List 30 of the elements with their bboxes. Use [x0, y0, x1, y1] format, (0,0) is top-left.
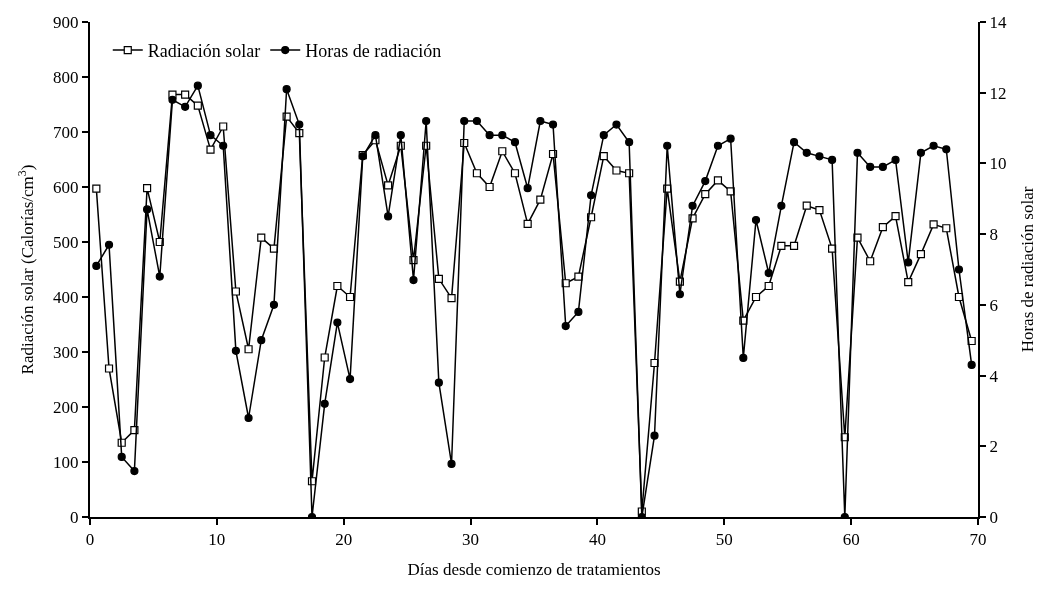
y-tick-label: 500: [53, 232, 79, 252]
y2-tick-label: 12: [989, 83, 1007, 103]
x-tick-label: 20: [335, 530, 353, 550]
y2-tick-label: 6: [989, 295, 998, 315]
y2-tick-label: 10: [989, 154, 1007, 174]
x-tick-label: 30: [462, 530, 480, 550]
y-tick-label: 300: [53, 342, 79, 362]
y-tick-label: 900: [53, 12, 79, 32]
legend-label: Horas de radiación: [305, 41, 442, 62]
y2-tick-label: 14: [989, 12, 1007, 32]
x-tick-label: 60: [842, 530, 860, 550]
y2-tick-label: 2: [989, 437, 998, 457]
x-tick-label: 0: [85, 530, 95, 550]
y-tick-label: 100: [53, 452, 79, 472]
y2-axis-title: Horas de radiación solar: [1017, 186, 1037, 353]
legend-label: Radiación solar: [147, 41, 261, 62]
x-tick-label: 10: [208, 530, 226, 550]
y2-tick-label: 0: [989, 507, 998, 527]
x-tick-label: 70: [969, 530, 987, 550]
y2-tick-label: 8: [989, 225, 998, 245]
x-axis-title: Días desde comienzo de tratamientos: [407, 560, 661, 580]
y-tick-label: 0: [70, 507, 79, 527]
y-tick-label: 200: [53, 397, 79, 417]
y-tick-label: 400: [53, 287, 79, 307]
y-tick-label: 800: [53, 67, 79, 87]
x-tick-label: 50: [715, 530, 733, 550]
y-tick-label: 700: [53, 122, 79, 142]
y2-tick-label: 4: [989, 366, 999, 386]
y-tick-label: 600: [53, 177, 79, 197]
x-tick-label: 40: [588, 530, 606, 550]
